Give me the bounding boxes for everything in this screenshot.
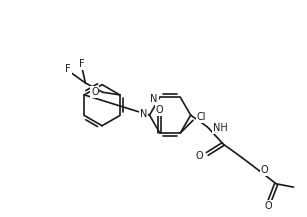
Text: O: O xyxy=(261,165,268,175)
Text: O: O xyxy=(264,201,272,211)
Text: O: O xyxy=(156,105,164,115)
Text: F: F xyxy=(79,59,85,69)
Text: N: N xyxy=(140,109,148,120)
Text: O: O xyxy=(91,87,99,97)
Text: N: N xyxy=(150,94,158,104)
Text: F: F xyxy=(65,64,71,74)
Text: NH: NH xyxy=(212,123,227,133)
Text: Cl: Cl xyxy=(197,112,206,122)
Text: O: O xyxy=(195,151,203,161)
